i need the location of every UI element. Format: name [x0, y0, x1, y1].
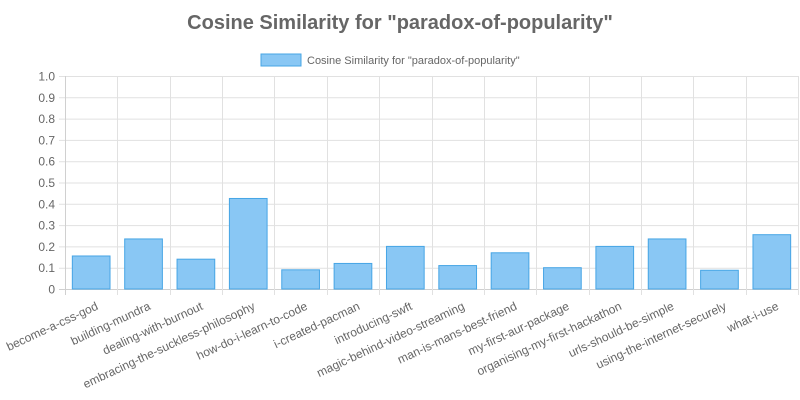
legend-swatch [260, 53, 302, 67]
bar [333, 262, 373, 290]
bar [385, 245, 425, 290]
y-tick-label: 0.2 [38, 240, 55, 254]
bar [71, 255, 111, 290]
y-tick-label: 0.5 [38, 176, 55, 190]
bar [752, 234, 792, 290]
bar [595, 245, 635, 290]
y-tick-label: 0.8 [38, 112, 55, 126]
bar [176, 258, 216, 290]
grid [59, 76, 799, 295]
y-tick-label: 1.0 [38, 70, 55, 84]
bar [438, 265, 478, 290]
chart-title: Cosine Similarity for "paradox-of-popula… [187, 12, 613, 34]
y-tick-label: 0.9 [38, 91, 55, 105]
y-tick-label: 0.3 [38, 219, 55, 233]
y-tick-label: 0.1 [38, 261, 55, 275]
y-tick-label: 0.4 [38, 197, 55, 211]
y-tick-label: 0.7 [38, 133, 55, 147]
x-axis: become-a-css-godbuilding-mundradealing-w… [4, 299, 781, 391]
bar [700, 269, 739, 290]
y-axis: 0 0.1 0.2 0.3 0.4 0.5 0.6 0.7 0.8 0.9 1.0 [38, 70, 55, 297]
legend-label: Cosine Similarity for "paradox-of-popula… [307, 55, 520, 67]
x-tick-label: what-i-use [724, 299, 781, 336]
y-tick-label: 0 [48, 283, 55, 297]
bar [647, 238, 687, 290]
bars [71, 197, 792, 290]
bar [490, 252, 530, 290]
bar [228, 197, 268, 290]
legend[interactable]: Cosine Similarity for "paradox-of-popula… [260, 53, 520, 67]
bar [124, 238, 163, 290]
bar [281, 269, 320, 290]
bar [543, 267, 582, 290]
y-tick-label: 0.6 [38, 155, 55, 169]
